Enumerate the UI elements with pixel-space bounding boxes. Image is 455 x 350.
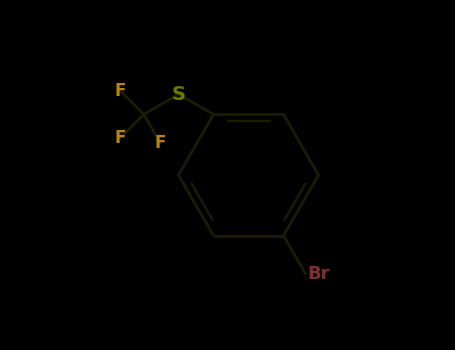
Text: F: F <box>115 129 126 147</box>
Text: F: F <box>155 134 166 152</box>
Text: Br: Br <box>308 265 330 283</box>
Text: S: S <box>172 85 186 104</box>
Text: F: F <box>115 82 126 100</box>
